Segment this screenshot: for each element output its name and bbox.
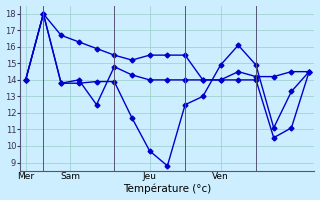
X-axis label: Température (°c): Température (°c) bbox=[123, 184, 212, 194]
